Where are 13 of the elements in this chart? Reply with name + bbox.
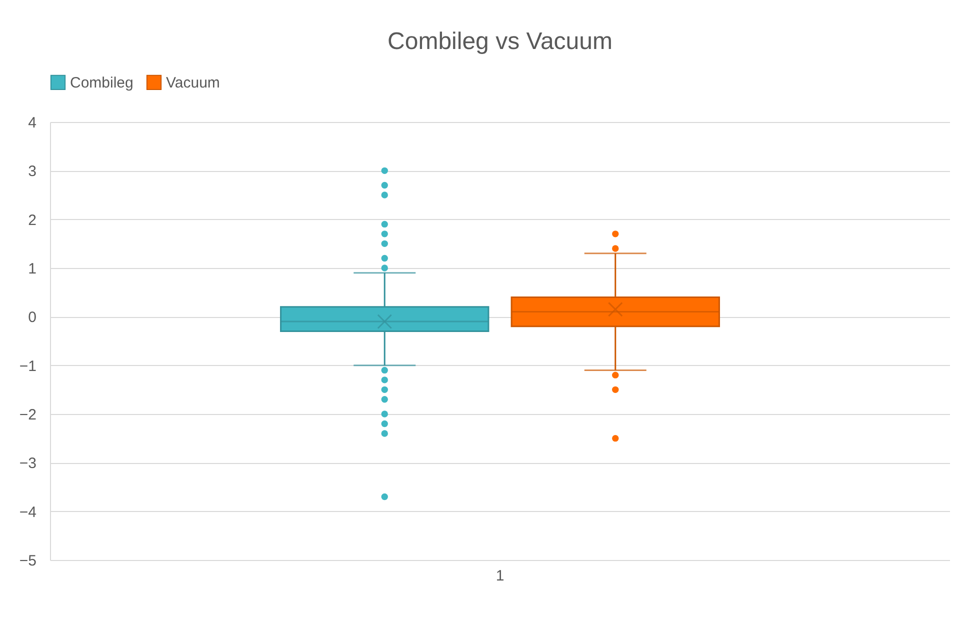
y-tick-label: 4	[28, 114, 36, 132]
y-tick-label: −1	[19, 358, 36, 375]
y-tick-label: −2	[19, 406, 36, 424]
y-tick-label: −5	[19, 552, 36, 570]
y-tick-label: 0	[28, 309, 36, 326]
y-tick-label: 2	[28, 212, 36, 229]
y-tick-label: 3	[28, 163, 36, 180]
y-tick-label: −3	[19, 455, 36, 472]
legend-label: Vacuum	[166, 74, 220, 92]
y-tick-label: −4	[19, 504, 36, 521]
chart-title: Combileg vs Vacuum	[388, 28, 612, 55]
legend-label: Combileg	[70, 74, 134, 92]
y-tick-label: 1	[28, 260, 36, 278]
